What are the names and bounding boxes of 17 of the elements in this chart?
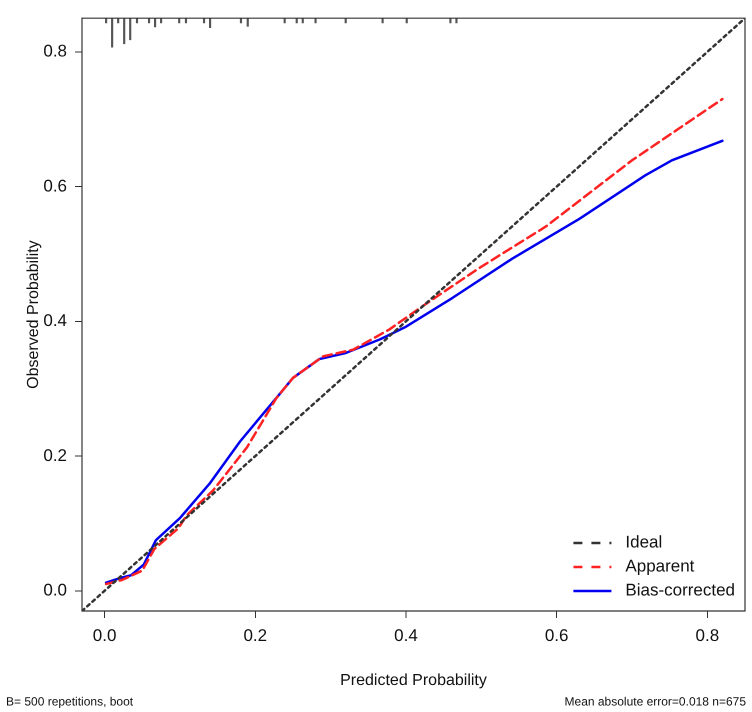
y-tick-label: 0.4 <box>43 311 67 330</box>
text: Mean absolute error=0.018 n=675 <box>564 694 746 708</box>
y-axis-title: Observed Probability <box>25 240 42 389</box>
x-tick-label: 0.8 <box>696 626 720 645</box>
y-tick-label: 0.0 <box>43 580 67 600</box>
y-tick-label: 0.2 <box>43 446 67 465</box>
x-tick-label: 0.2 <box>243 626 268 645</box>
x-axis-title: Predicted Probability <box>340 672 487 689</box>
y-tick-label: 0.6 <box>43 176 67 196</box>
x-tick-label: 0.4 <box>394 626 418 645</box>
x-tick-label: 0.0 <box>92 626 116 645</box>
legend-label: Apparent <box>625 556 695 576</box>
text: B= 500 repetitions, boot <box>6 694 134 708</box>
legend-label: Ideal <box>625 532 662 552</box>
legend-label: Bias-corrected <box>625 580 736 600</box>
y-tick-label: 0.8 <box>43 42 67 61</box>
x-tick-label: 0.6 <box>544 626 568 645</box>
